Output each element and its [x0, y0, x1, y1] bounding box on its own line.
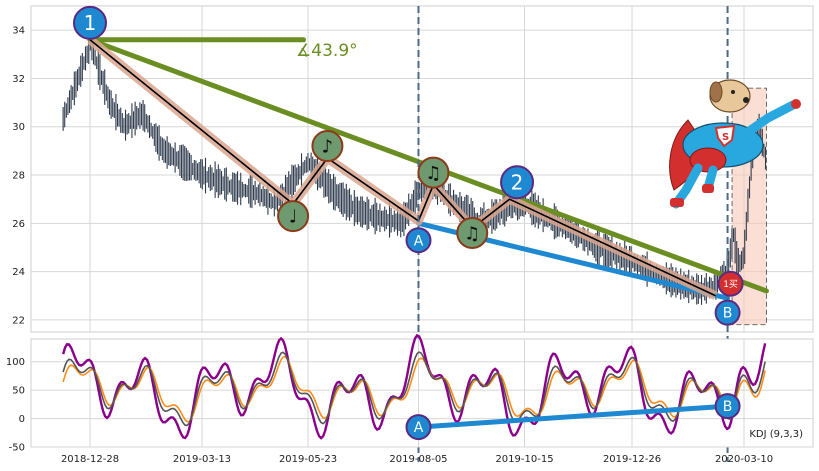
- xtick-label: 2019-10-15: [495, 454, 553, 465]
- marker-label: ♪: [322, 137, 334, 158]
- kdj-divergence-line: [415, 403, 731, 430]
- marker-label: A: [414, 233, 424, 249]
- kdj-marker: [405, 414, 432, 441]
- marker-blue-small: [405, 227, 432, 254]
- marker-note: [277, 200, 310, 233]
- marker-label: ♫: [425, 163, 441, 184]
- marker-buy: [717, 270, 744, 297]
- kdj-series-D: [62, 355, 766, 423]
- price-ytick-label: 26: [12, 219, 25, 230]
- marker-blue-big: [73, 5, 107, 40]
- price-ytick-label: 22: [12, 315, 25, 326]
- xtick-label: 2019-03-13: [173, 454, 231, 465]
- marker-label: 1: [84, 11, 97, 35]
- marker-label: B: [723, 306, 733, 322]
- superhero-dog-icon: S: [669, 79, 801, 209]
- kdj-panel: -50 0 50 100 2018-12-28 2019-03-13 2019-05-23 2…: [6, 333, 814, 465]
- marker-note: [456, 216, 489, 249]
- marker-label: 2: [511, 170, 524, 194]
- kdj-series-J: [61, 333, 767, 440]
- kdj-ytick-label: 0: [19, 414, 25, 425]
- xtick-label: 2020-03-10: [715, 454, 773, 465]
- marker-note: [417, 156, 450, 189]
- xtick-label: 2018-12-28: [61, 454, 119, 465]
- kdj-marker-label: B: [723, 399, 733, 415]
- angle-label: ∡43.9°: [296, 41, 358, 61]
- marker-label: 1买: [723, 279, 738, 290]
- kdj-marker: [714, 393, 741, 420]
- price-ytick-label: 34: [12, 26, 25, 37]
- marker-label: ♫: [464, 223, 480, 244]
- marker-blue-big: [500, 165, 535, 200]
- svg-text:S: S: [722, 132, 729, 143]
- xtick-label: 2019-12-26: [603, 454, 661, 465]
- kdj-legend: KDJ (9,3,3): [749, 429, 803, 440]
- marker-note: [311, 130, 344, 163]
- marker-blue-small: [714, 299, 741, 326]
- kdj-series-K: [62, 351, 766, 427]
- price-ytick-label: 24: [12, 267, 25, 278]
- kdj-ytick-label: 100: [6, 357, 25, 368]
- xtick-label: 2019-05-23: [279, 454, 337, 465]
- xtick-label: 2019-08-05: [389, 454, 447, 465]
- price-ytick-label: 30: [12, 122, 25, 133]
- kdj-ytick-label: -50: [9, 443, 25, 454]
- price-ytick-label: 32: [12, 74, 25, 85]
- zigzag-line: [89, 39, 716, 297]
- price-ytick-label: 28: [12, 171, 25, 182]
- kdj-ytick-label: 50: [12, 386, 25, 397]
- marker-label: ♩: [289, 207, 298, 228]
- kdj-marker-label: A: [414, 420, 424, 436]
